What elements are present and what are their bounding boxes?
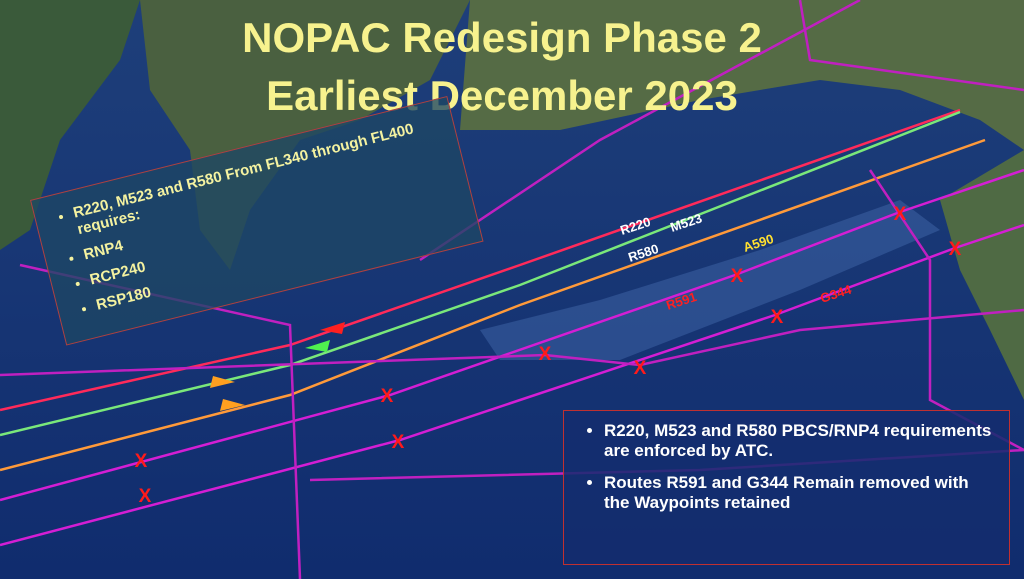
direction-arrows: [210, 322, 345, 411]
removed-waypoint: X: [539, 344, 552, 365]
removed-waypoint: X: [731, 266, 744, 287]
removed-waypoint: X: [135, 451, 148, 472]
removed-waypoint: X: [634, 358, 647, 379]
removed-waypoint: X: [771, 307, 784, 328]
bullet: Routes R591 and G344 Remain removed with…: [604, 473, 997, 513]
land: [0, 0, 140, 250]
land: [460, 0, 1024, 150]
land: [940, 150, 1024, 400]
notes-box: R220, M523 and R580 PBCS/RNP4 requiremen…: [563, 410, 1010, 565]
removed-waypoint: X: [894, 204, 907, 225]
bullet: R220, M523 and R580 PBCS/RNP4 requiremen…: [604, 421, 997, 461]
removed-waypoint: X: [949, 239, 962, 260]
title-line: NOPAC Redesign Phase 2: [242, 14, 762, 61]
removed-waypoint: X: [392, 432, 405, 453]
removed-waypoint: X: [139, 486, 152, 507]
removed-waypoint: X: [381, 386, 394, 407]
title-line: Earliest December 2023: [266, 72, 738, 119]
